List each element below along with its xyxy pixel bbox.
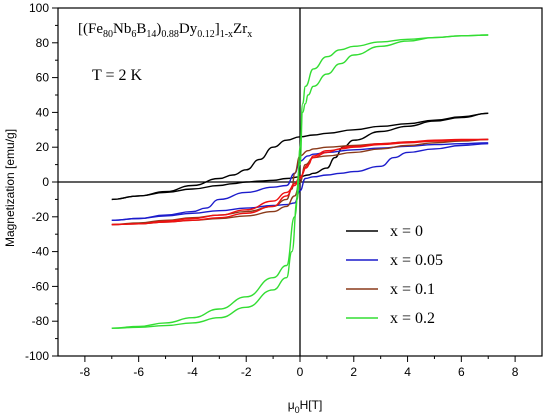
legend-label: x = 0 (390, 223, 423, 240)
legend: x = 0 x = 0.05 x = 0.1 x = 0.2 (346, 223, 443, 327)
x-axis-label: μ0H[T] (288, 398, 323, 415)
y-tick-label: 80 (36, 36, 50, 50)
formula-part: B (136, 21, 146, 37)
x-tick-label: -6 (133, 365, 144, 379)
annotations: [(Fe80Nb6B14)0.88Dy0.12]1-xZrx T = 2 K (78, 21, 252, 84)
x-tick-label: -8 (80, 365, 91, 379)
legend-label: x = 0.1 (390, 281, 435, 298)
series-x-0-2-lower-branch (111, 34, 489, 329)
legend-label: x = 0.2 (390, 310, 435, 327)
x-tick-label: 8 (512, 365, 519, 379)
series-lines (111, 34, 489, 329)
formula-part: ] (215, 21, 220, 37)
y-tick-label: -80 (32, 314, 50, 328)
x-label-sub: 0 (295, 405, 300, 415)
y-tick-label: -20 (32, 210, 50, 224)
x-label-main: μ (288, 398, 295, 412)
x-tick-label: 0 (297, 365, 304, 379)
formula-part: x (247, 29, 252, 40)
y-tick-label: 60 (36, 71, 50, 85)
x-tick-label: 2 (350, 365, 357, 379)
y-tick-label: 40 (36, 105, 50, 119)
formula-part: 0.12 (197, 29, 215, 40)
series-x-0-upper-branch (111, 112, 489, 201)
formula-part: ) (156, 21, 161, 37)
x-label-rest: H[T] (300, 398, 323, 412)
formula-part: 14 (146, 29, 156, 40)
formula-part: Dy (179, 21, 198, 37)
x-tick-label: -2 (241, 365, 252, 379)
y-tick-label: -100 (25, 349, 49, 363)
formula-part: 1-x (220, 29, 233, 40)
x-tick-label: 4 (404, 365, 411, 379)
axis-ticks: -8 -6 -4 -2 0 2 4 6 8-100-80-60-40-2002040608010… (25, 1, 519, 379)
series-x-0-2-upper-branch (111, 34, 489, 329)
y-axis-label: Magnetization [emu/g] (3, 129, 17, 247)
formula-part: 80 (103, 29, 113, 40)
y-tick-label: 20 (36, 140, 50, 154)
series-x-0-05-upper-branch (111, 143, 489, 221)
y-tick-label: 0 (42, 175, 49, 189)
legend-label: x = 0.05 (390, 252, 443, 269)
x-tick-label: 6 (458, 365, 465, 379)
formula-part: [(Fe (78, 21, 103, 37)
formula-part: Nb (113, 21, 131, 37)
series-x-0-lower-branch (111, 112, 489, 201)
y-tick-label: 100 (29, 1, 49, 15)
y-tick-label: -40 (32, 245, 50, 259)
formula-part: 6 (131, 29, 136, 40)
x-tick-label: -4 (187, 365, 198, 379)
temperature-label: T = 2 K (92, 67, 143, 84)
formula-part: 0.88 (161, 29, 179, 40)
y-tick-label: -60 (32, 279, 50, 293)
series-x-0-1-lower-branch-alt (111, 138, 489, 226)
formula-part: Zr (233, 21, 247, 37)
composition-formula: [(Fe80Nb6B14)0.88Dy0.12]1-xZrx (78, 21, 252, 40)
